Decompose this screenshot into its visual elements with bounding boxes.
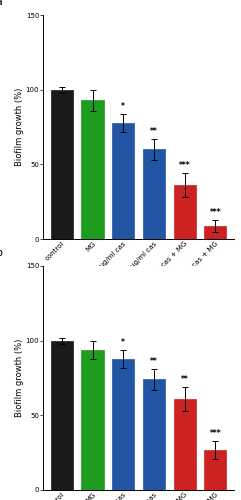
Text: a: a — [0, 0, 3, 7]
Bar — [204, 450, 226, 490]
Text: **: ** — [150, 357, 158, 366]
Bar — [112, 122, 134, 239]
Bar — [51, 340, 73, 490]
Bar — [112, 358, 134, 490]
Y-axis label: Biofilm growth (%): Biofilm growth (%) — [15, 339, 24, 417]
Text: ***: *** — [209, 208, 221, 216]
Text: **: ** — [150, 127, 158, 136]
Bar — [174, 186, 196, 239]
Bar — [143, 380, 165, 490]
Text: **: ** — [181, 375, 188, 384]
Text: *: * — [121, 338, 125, 346]
Y-axis label: Biofilm growth (%): Biofilm growth (%) — [15, 88, 24, 166]
Bar — [81, 350, 104, 490]
Text: ***: *** — [209, 428, 221, 438]
Bar — [174, 399, 196, 490]
Bar — [81, 100, 104, 239]
Text: *: * — [121, 102, 125, 110]
Bar — [143, 150, 165, 239]
Text: b: b — [0, 248, 3, 258]
Bar — [204, 226, 226, 239]
Text: ***: *** — [179, 162, 190, 170]
Bar — [51, 90, 73, 239]
